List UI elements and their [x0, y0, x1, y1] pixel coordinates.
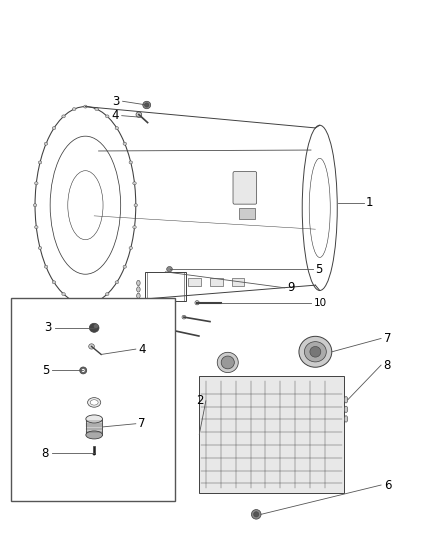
- Ellipse shape: [134, 204, 138, 207]
- Ellipse shape: [95, 108, 99, 110]
- Ellipse shape: [38, 246, 42, 249]
- Ellipse shape: [115, 281, 119, 284]
- Ellipse shape: [72, 300, 76, 303]
- Text: 3: 3: [44, 321, 52, 334]
- Ellipse shape: [84, 302, 87, 305]
- Ellipse shape: [115, 127, 119, 130]
- Text: 3: 3: [113, 95, 120, 108]
- Ellipse shape: [86, 415, 102, 423]
- Text: 4: 4: [138, 343, 146, 356]
- Ellipse shape: [38, 161, 42, 164]
- Ellipse shape: [166, 266, 173, 272]
- Ellipse shape: [143, 101, 151, 109]
- Ellipse shape: [35, 182, 38, 185]
- Text: 5: 5: [42, 364, 49, 377]
- Ellipse shape: [35, 225, 38, 229]
- Ellipse shape: [88, 344, 94, 349]
- Ellipse shape: [93, 453, 95, 455]
- Ellipse shape: [182, 315, 186, 319]
- Ellipse shape: [33, 204, 37, 207]
- Text: 6: 6: [384, 479, 391, 491]
- Ellipse shape: [129, 246, 133, 249]
- Ellipse shape: [123, 265, 127, 268]
- Ellipse shape: [171, 328, 175, 333]
- Text: 7: 7: [384, 332, 391, 345]
- Ellipse shape: [62, 115, 65, 118]
- Ellipse shape: [44, 142, 48, 145]
- Ellipse shape: [88, 398, 101, 407]
- Ellipse shape: [344, 406, 348, 413]
- Bar: [210, 278, 223, 286]
- Ellipse shape: [137, 293, 140, 298]
- Ellipse shape: [304, 342, 326, 362]
- Ellipse shape: [344, 397, 348, 403]
- Ellipse shape: [344, 416, 348, 422]
- Ellipse shape: [52, 127, 56, 130]
- Text: 7: 7: [138, 417, 146, 430]
- Ellipse shape: [251, 510, 261, 519]
- Ellipse shape: [195, 301, 199, 305]
- Bar: [232, 278, 244, 286]
- Ellipse shape: [81, 369, 85, 372]
- Bar: [86, 419, 102, 435]
- Ellipse shape: [106, 115, 109, 118]
- Ellipse shape: [94, 324, 98, 328]
- Ellipse shape: [95, 300, 99, 303]
- Ellipse shape: [106, 293, 109, 295]
- Text: 2: 2: [196, 394, 203, 407]
- Bar: [11, 298, 175, 501]
- Ellipse shape: [133, 182, 136, 185]
- Ellipse shape: [84, 105, 87, 108]
- Bar: [93, 446, 95, 454]
- Text: 4: 4: [112, 109, 119, 122]
- Text: 9: 9: [287, 281, 294, 294]
- Ellipse shape: [136, 112, 142, 117]
- Ellipse shape: [137, 280, 140, 286]
- Ellipse shape: [123, 142, 127, 145]
- Bar: [145, 272, 186, 301]
- FancyBboxPatch shape: [233, 172, 257, 204]
- Bar: [188, 278, 201, 286]
- Ellipse shape: [129, 161, 133, 164]
- Ellipse shape: [145, 103, 149, 107]
- Ellipse shape: [72, 108, 76, 110]
- Ellipse shape: [299, 336, 332, 367]
- Text: 8: 8: [384, 359, 391, 372]
- Ellipse shape: [137, 287, 140, 292]
- Ellipse shape: [254, 512, 259, 517]
- Ellipse shape: [80, 367, 87, 374]
- Ellipse shape: [86, 431, 102, 439]
- Ellipse shape: [217, 352, 238, 373]
- Text: 10: 10: [314, 298, 327, 308]
- Ellipse shape: [310, 346, 321, 357]
- Ellipse shape: [62, 293, 65, 295]
- Ellipse shape: [90, 400, 98, 405]
- Ellipse shape: [89, 323, 99, 333]
- Bar: [166, 278, 179, 286]
- Ellipse shape: [52, 281, 56, 284]
- Text: 1: 1: [366, 196, 373, 209]
- Ellipse shape: [44, 265, 48, 268]
- Bar: [199, 376, 344, 493]
- Ellipse shape: [221, 356, 234, 369]
- Text: 5: 5: [315, 263, 323, 276]
- Bar: [239, 208, 255, 219]
- Ellipse shape: [133, 225, 136, 229]
- Text: 8: 8: [42, 447, 49, 459]
